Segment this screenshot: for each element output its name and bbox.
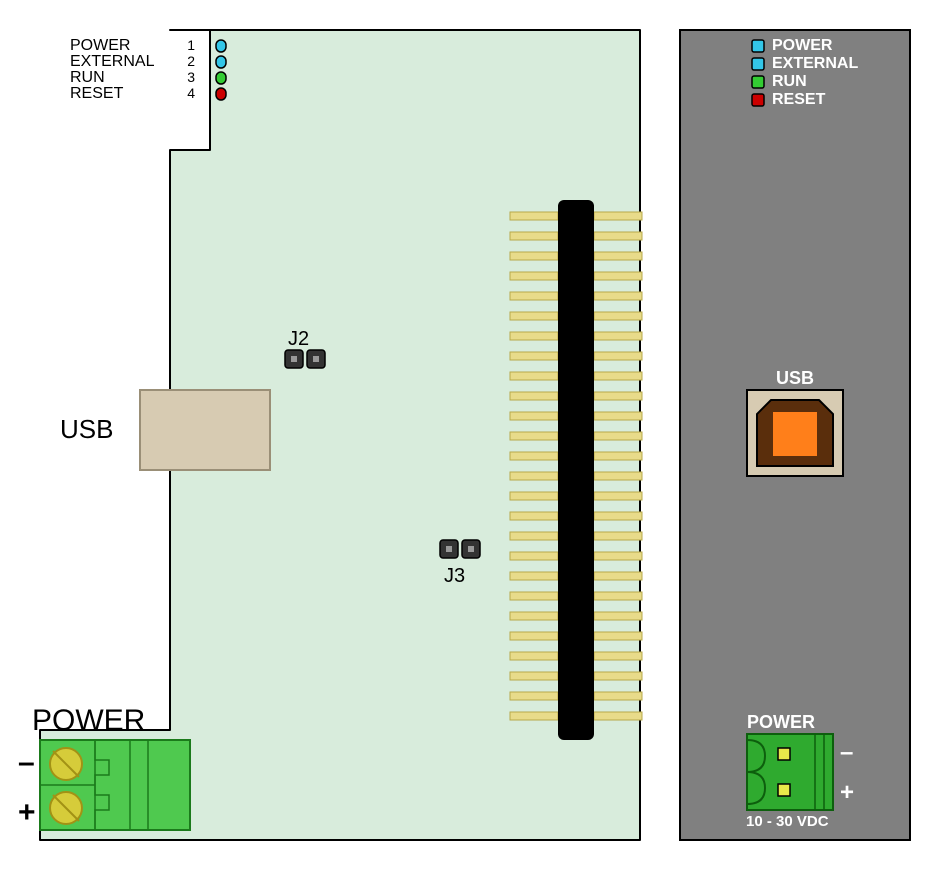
led-number: 1	[187, 37, 195, 53]
header-pin	[594, 652, 642, 660]
panel-power-label: POWER	[747, 712, 815, 732]
header-pin	[510, 672, 558, 680]
jumper-label: J2	[288, 328, 309, 350]
panel-power-plus: +	[840, 779, 854, 806]
header-pin	[594, 332, 642, 340]
header-pin	[594, 632, 642, 640]
header-pin	[510, 712, 558, 720]
led-number: 3	[187, 69, 195, 85]
led-indicator	[216, 88, 226, 100]
header-pin	[594, 552, 642, 560]
header-pin	[594, 672, 642, 680]
header-pin	[510, 652, 558, 660]
pcb-diagram: POWER 1 EXTERNAL 2 RUN 3 RESET 4 USB J2 J3 POWER – + P…	[0, 0, 950, 870]
led-label: POWER	[70, 37, 130, 54]
header-pin	[594, 692, 642, 700]
header-pin	[594, 572, 642, 580]
pin-header-body	[558, 200, 594, 740]
header-pin	[594, 412, 642, 420]
panel-power-voltage: 10 - 30 VDC	[746, 813, 829, 830]
led-indicator	[216, 56, 226, 68]
led-number: 4	[187, 85, 195, 101]
header-pin	[510, 492, 558, 500]
header-pin	[594, 592, 642, 600]
header-pin	[510, 332, 558, 340]
header-pin	[510, 392, 558, 400]
header-pin	[510, 312, 558, 320]
header-pin	[594, 372, 642, 380]
header-pin	[594, 212, 642, 220]
header-pin	[594, 352, 642, 360]
led-label: RUN	[70, 69, 105, 86]
header-pin	[510, 212, 558, 220]
header-pin	[594, 292, 642, 300]
header-pin	[510, 272, 558, 280]
header-pin	[510, 572, 558, 580]
jumper-hole	[313, 356, 319, 362]
header-pin	[594, 272, 642, 280]
header-pin	[510, 412, 558, 420]
jumper-label: J3	[444, 565, 465, 587]
led-label: EXTERNAL	[70, 53, 155, 70]
header-pin	[510, 612, 558, 620]
header-pin	[594, 532, 642, 540]
led-label: RESET	[70, 85, 124, 102]
usb-connector	[140, 390, 270, 470]
header-pin	[510, 292, 558, 300]
header-pin	[510, 632, 558, 640]
header-pin	[594, 492, 642, 500]
power-label: POWER	[32, 704, 145, 737]
header-pin	[510, 432, 558, 440]
led-indicator	[216, 72, 226, 84]
header-pin	[594, 512, 642, 520]
led-number: 2	[187, 53, 195, 69]
panel-led-label: EXTERNAL	[772, 55, 858, 72]
jumper-hole	[291, 356, 297, 362]
power-plus: +	[18, 796, 36, 829]
power-minus: –	[18, 746, 35, 779]
header-pin	[510, 452, 558, 460]
panel-led-label: RUN	[772, 73, 807, 90]
panel-led-label: RESET	[772, 91, 826, 108]
header-pin	[594, 472, 642, 480]
panel-led	[752, 40, 764, 52]
header-pin	[594, 252, 642, 260]
jumper-hole	[446, 546, 452, 552]
panel-led-label: POWER	[772, 37, 833, 54]
header-pin	[594, 392, 642, 400]
header-pin	[510, 512, 558, 520]
jumper-hole	[468, 546, 474, 552]
header-pin	[510, 372, 558, 380]
header-pin	[594, 312, 642, 320]
header-pin	[510, 552, 558, 560]
header-pin	[594, 232, 642, 240]
panel-led	[752, 94, 764, 106]
led-indicator	[216, 40, 226, 52]
panel-power-minus: –	[840, 739, 853, 766]
usb-inner	[773, 412, 817, 456]
header-pin	[594, 432, 642, 440]
header-pin	[510, 252, 558, 260]
header-pin	[594, 452, 642, 460]
header-pin	[510, 692, 558, 700]
header-pin	[594, 612, 642, 620]
header-pin	[510, 472, 558, 480]
panel-led	[752, 76, 764, 88]
header-pin	[510, 592, 558, 600]
panel-power-pin	[778, 784, 790, 796]
header-pin	[510, 352, 558, 360]
panel-power-pin	[778, 748, 790, 760]
header-pin	[594, 712, 642, 720]
panel-power-block	[747, 734, 833, 810]
usb-label: USB	[60, 414, 113, 444]
header-pin	[510, 532, 558, 540]
header-pin	[510, 232, 558, 240]
panel-led	[752, 58, 764, 70]
panel-usb-label: USB	[776, 368, 814, 388]
